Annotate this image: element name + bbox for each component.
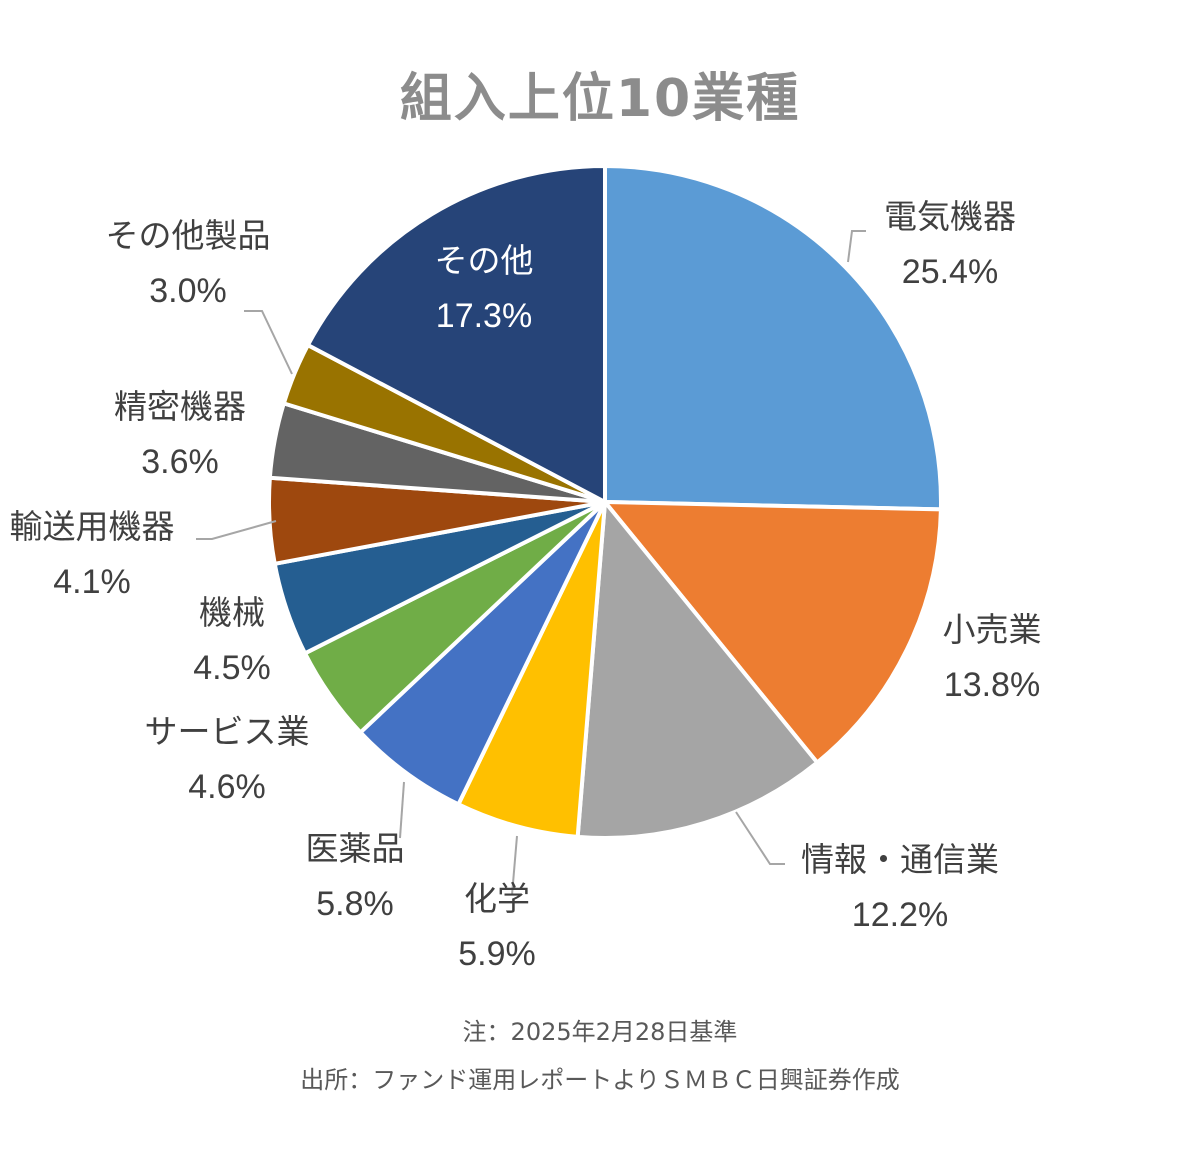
slice-value-label: 4.1% xyxy=(53,563,131,601)
chart-title: 組入上位10業種 xyxy=(399,69,801,129)
slice-label: 精密機器 xyxy=(114,387,246,426)
slice-value-label: 5.9% xyxy=(458,935,536,973)
pie-slice xyxy=(305,164,607,504)
leader-line xyxy=(196,520,277,540)
slice-value-label: 25.4% xyxy=(902,253,998,291)
leader-line xyxy=(847,230,866,263)
slice-value-label: 5.8% xyxy=(316,885,394,923)
pie-slice xyxy=(456,500,607,839)
slice-label: その他製品 xyxy=(106,216,271,255)
slice-value-label: 3.0% xyxy=(149,272,227,310)
pie-slice xyxy=(575,500,820,840)
leader-line xyxy=(735,811,785,865)
slice-value-label: 4.6% xyxy=(188,768,266,806)
slice-label: その他 xyxy=(435,241,534,280)
slice-label: 輸送用機器 xyxy=(10,507,175,546)
pie-slice xyxy=(603,500,943,765)
slice-value-label: 4.5% xyxy=(193,649,271,687)
footnote-source: 出所：ファンド運用レポートよりＳＭＢＣ日興証券作成 xyxy=(300,1066,900,1094)
slice-value-label: 3.6% xyxy=(141,443,219,481)
leader-line xyxy=(399,781,405,839)
slice-label: 電気機器 xyxy=(884,197,1016,236)
slice-label: 機械 xyxy=(199,593,265,632)
slice-value-label: 17.3% xyxy=(436,297,532,335)
leader-line xyxy=(511,835,518,896)
slice-label: 小売業 xyxy=(943,610,1042,649)
slice-label: 化学 xyxy=(464,879,530,918)
slice-value-label: 12.2% xyxy=(852,896,948,934)
pie-slice xyxy=(603,164,943,512)
slice-label: サービス業 xyxy=(145,712,310,751)
slice-label: 医薬品 xyxy=(306,829,405,868)
leader-line xyxy=(244,310,293,375)
slice-value-label: 13.8% xyxy=(944,666,1040,704)
footnote-date: 注：2025年2月28日基準 xyxy=(462,1018,738,1046)
slice-label: 情報・通信業 xyxy=(801,840,999,879)
